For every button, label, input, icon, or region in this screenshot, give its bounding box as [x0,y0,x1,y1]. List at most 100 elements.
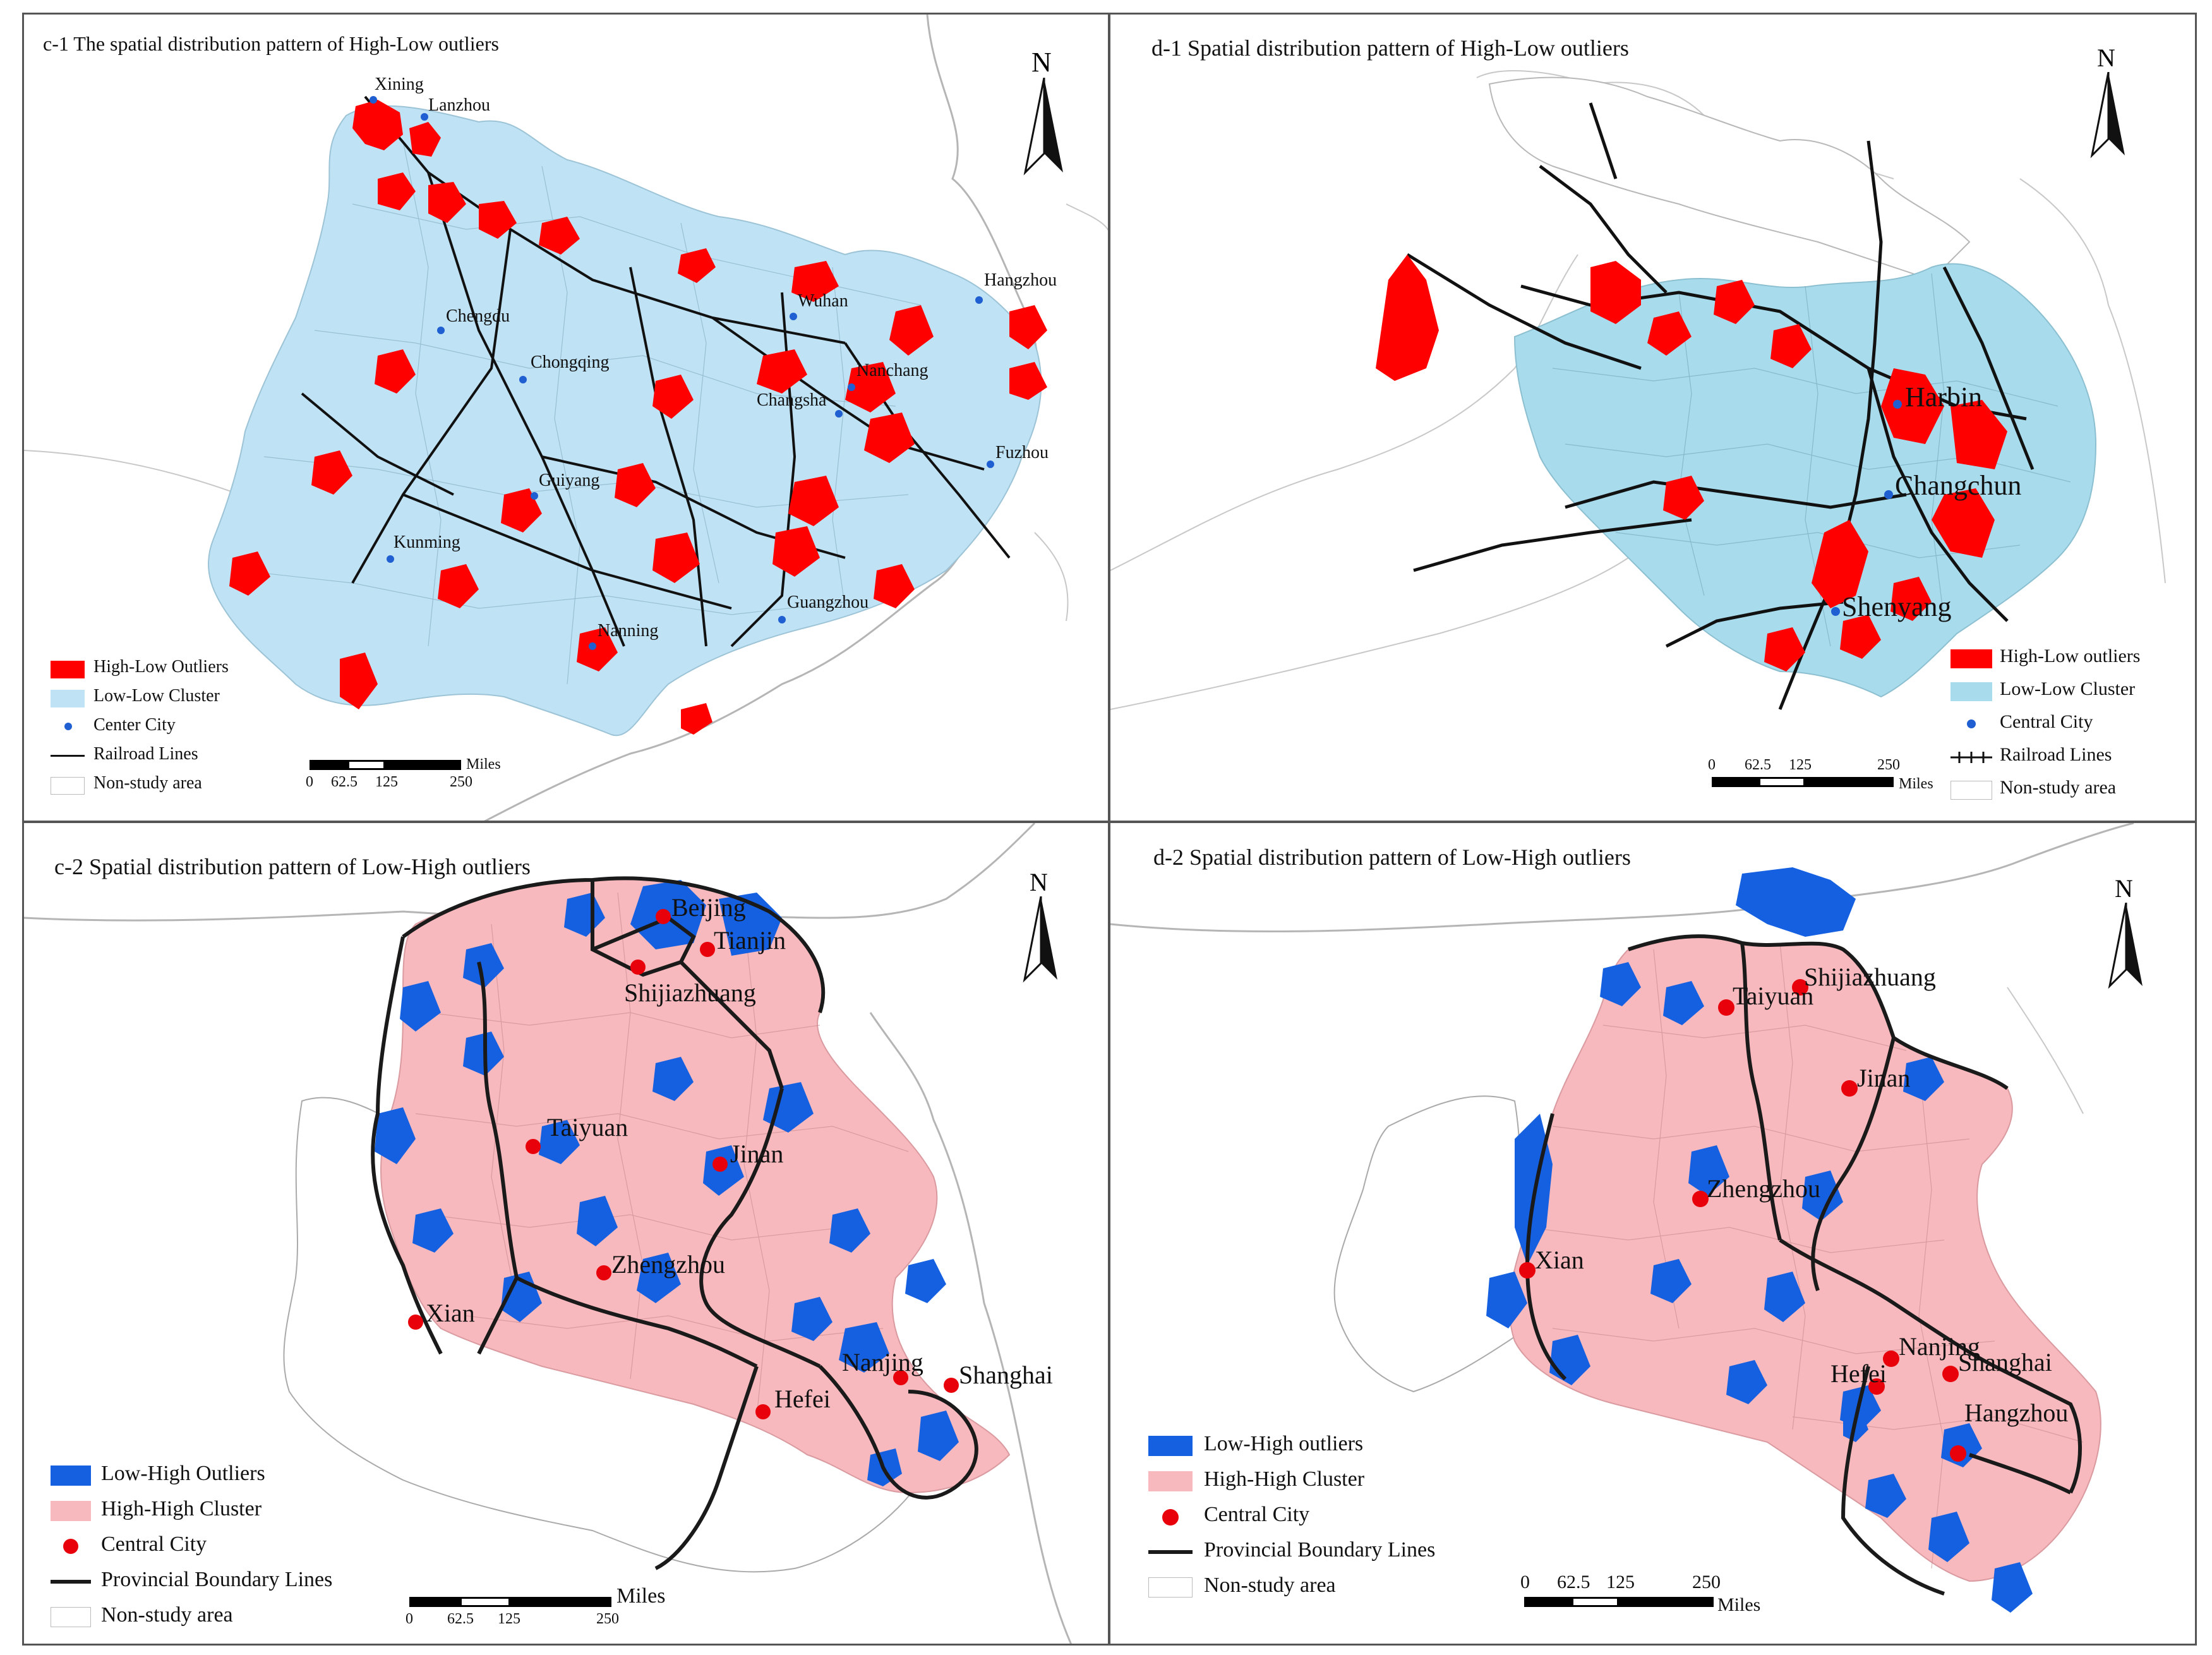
provincial-boundaries-c2 [371,876,978,1570]
city-label: Hefei [774,1385,831,1413]
central-city-icon [1162,1509,1179,1526]
region-high-high-d2 [1508,936,2101,1582]
central-city-icon [1967,719,1976,728]
swatch-low-low [51,690,85,707]
city-label: Shenyang [1842,591,1952,622]
center-city-icon [64,723,72,730]
scale-bar-c2: Miles 0 62.5 125 250 [406,1584,666,1627]
legend-item-low-high: Low-High outliers [1148,1428,1502,1462]
map-d1 [1110,70,2166,710]
scale-bar-d2: 0 62.5 125 250 Miles [1520,1572,1761,1615]
legend-item-central-city: Central City [51,1529,404,1563]
legend-item-non-study: Non-study area [51,772,316,797]
north-arrow-icon [1023,896,1057,983]
legend-item-non-study: Non-study area [1951,774,2191,805]
panel-title: c-2 Spatial distribution pattern of Low-… [54,854,531,879]
scale-bar-c1: Miles 0 62.5 125 250 [306,756,501,790]
map-d2 [1110,823,2134,1613]
panel-d2: d-2 Spatial distribution pattern of Low-… [1109,821,2197,1646]
swatch-non-study [1148,1577,1193,1598]
railroad-icon [1951,752,1992,763]
legend-item-low-low: Low-Low Cluster [51,685,316,710]
city-label: Shijiazhuang [1804,963,1936,991]
legend-item-railroad: Railroad Lines [51,743,316,768]
city-label: Xining [375,75,424,94]
city-label: Nanjing [1899,1332,1980,1361]
city-label: Nanchang [857,361,929,380]
city-label: Xian [426,1299,475,1327]
north-arrow: N [2101,874,2151,1000]
legend-item-central-city: Central City [1148,1499,1502,1533]
panel-title: d-2 Spatial distribution pattern of Low-… [1153,845,1631,870]
city-label: Chengdu [446,306,510,326]
city-label: Changsha [757,390,827,410]
boundary-line-icon [1148,1550,1193,1554]
legend-item-central-city: Central City [1951,709,2191,739]
scale-bar-d1: 0 62.5 125 250 Miles [1708,757,1933,792]
north-arrow: N [1016,867,1066,994]
city-label: Jinan [730,1140,784,1168]
panel-title: c-1 The spatial distribution pattern of … [43,32,499,55]
swatch-high-high [51,1501,91,1521]
north-arrow: N [1016,46,1073,185]
north-label: N [1030,868,1048,896]
swatch-low-low [1951,682,1992,701]
north-arrow-icon [2090,72,2125,159]
city-label: Fuzhou [995,443,1049,462]
swatch-high-low [51,661,85,678]
city-label: Nanjing [842,1348,923,1376]
city-label: Nanning [598,621,659,641]
city-label: Tianjin [714,926,786,954]
city-label: Lanzhou [428,95,490,115]
legend-item-high-low: High-Low outliers [1951,643,2191,673]
legend-d2: Low-High outliers High-High Cluster Cent… [1148,1428,1502,1611]
city-label: Shanghai [1958,1348,2052,1376]
city-label: Changchun [1895,470,2022,501]
legend-item-high-high: High-High Cluster [51,1493,404,1527]
city-label: Shanghai [959,1361,1053,1389]
city-label: Chongqing [531,352,610,372]
panel-c2: c-2 Spatial distribution pattern of Low-… [22,821,1110,1646]
legend-item-railroad: Railroad Lines [1951,742,2191,772]
center-city-markers-d1 [1831,400,1902,616]
map-c1 [24,15,1108,821]
swatch-non-study [1951,781,1992,800]
region-low-low-c1 [208,105,1042,737]
city-label: Beijing [671,893,746,922]
swatch-non-study [51,777,85,795]
legend-item-high-high: High-High Cluster [1148,1464,1502,1498]
city-label: Hangzhou [1964,1399,2069,1427]
high-low-patches-d1 [1376,255,2007,671]
legend-d1: High-Low outliers Low-Low Cluster Centra… [1951,643,2191,814]
legend-item-non-study: Non-study area [51,1599,404,1634]
city-label: Wuhan [798,291,848,311]
swatch-low-high [51,1465,91,1486]
north-label: N [1031,47,1052,78]
city-label: Hangzhou [984,270,1057,290]
city-label: Taiyuan [1733,982,1814,1010]
panel-d1: d-1 Spatial distribution pattern of High… [1109,13,2197,822]
center-city-markers-c1 [370,96,994,650]
map-c2 [24,823,1073,1644]
north-arrow-icon [2108,903,2143,989]
central-city-markers-c2 [408,909,959,1419]
legend-item-center-city: Center City [51,714,316,739]
city-label: Shijiazhuang [624,978,756,1007]
legend-c1: High-Low Outliers Low-Low Cluster Center… [51,656,316,807]
panel-c1: c-1 The spatial distribution pattern of … [22,13,1110,822]
boundary-line-icon [51,1580,91,1584]
north-arrow-icon [1023,78,1063,176]
city-label: Harbin [1905,382,1983,412]
high-low-patches-c1 [229,100,1047,735]
legend-item-boundary: Provincial Boundary Lines [1148,1534,1502,1568]
legend-item-boundary: Provincial Boundary Lines [51,1564,404,1598]
swatch-high-high [1148,1471,1193,1491]
north-label: N [2115,874,2133,903]
region-low-low-d1 [1513,263,2097,698]
central-city-icon [63,1539,78,1554]
north-arrow: N [2083,43,2134,169]
city-label: Jinan [1857,1064,1911,1092]
swatch-high-low [1951,649,1992,668]
city-label: Guiyang [539,471,600,490]
